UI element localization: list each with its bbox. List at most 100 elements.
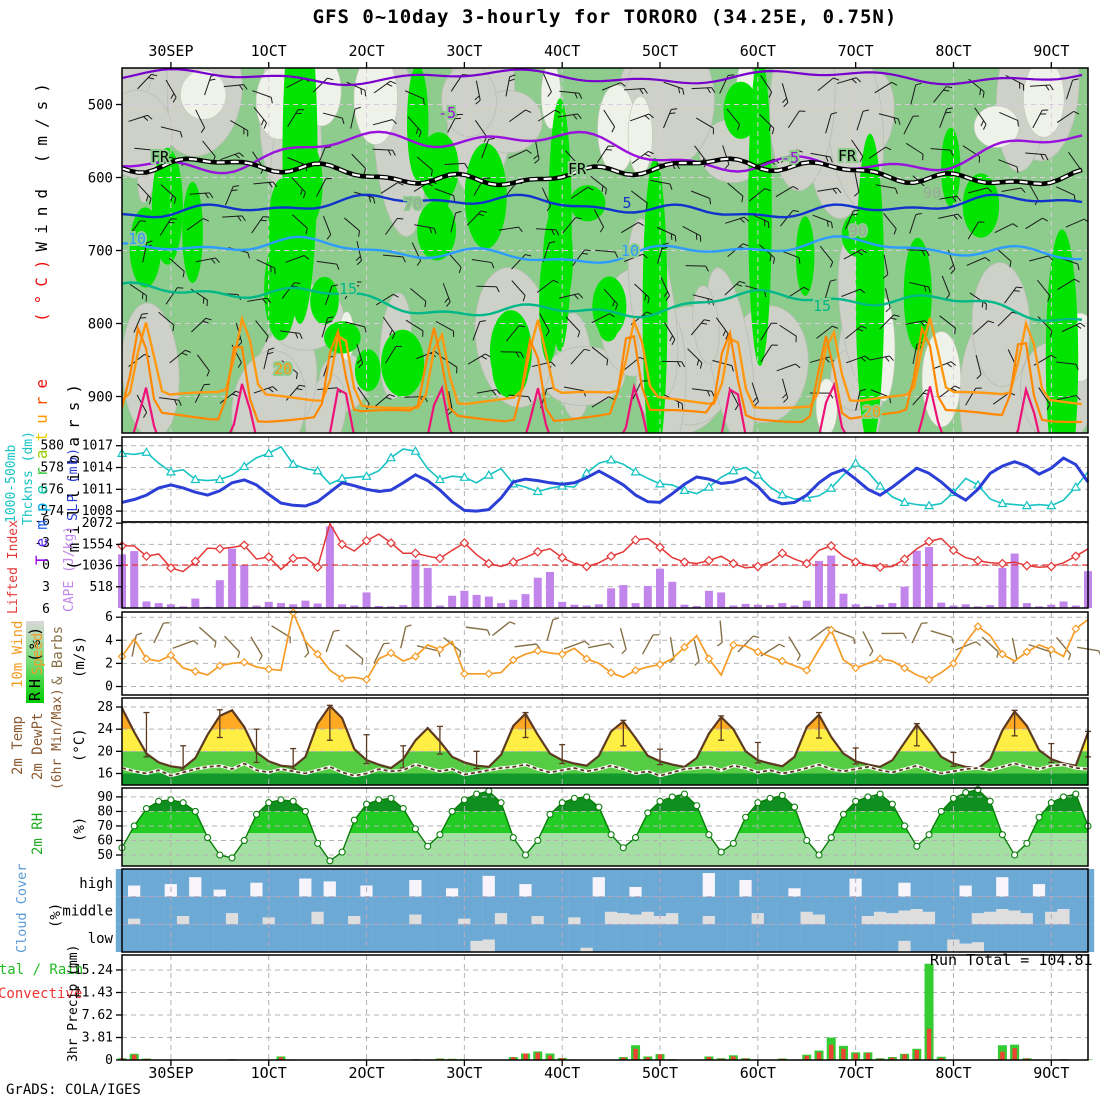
- svg-text:15: 15: [339, 280, 357, 298]
- svg-text:700: 700: [88, 244, 113, 260]
- svg-text:1OCT: 1OCT: [251, 1064, 287, 1082]
- svg-text:0: 0: [105, 1053, 113, 1068]
- rh2m-axis-label: 2m RH: [30, 812, 46, 855]
- svg-text:-5: -5: [438, 104, 456, 122]
- cape-li-panel: 2072 1554 1036 518 -6 -3 0 3 6: [34, 514, 1092, 617]
- svg-text:1OCT: 1OCT: [251, 42, 287, 60]
- upper-air-contours: [122, 68, 1083, 433]
- slp-axis-label: SLP (mb): [66, 446, 81, 521]
- svg-text:0: 0: [105, 680, 113, 695]
- svg-text:10: 10: [621, 242, 639, 260]
- svg-text:9OCT: 9OCT: [1033, 1064, 1069, 1082]
- run-total-text: Run Total = 104.81: [930, 951, 1093, 969]
- slp-thickness-panel: 1017 1014 1011 1008 580 578 576 574: [41, 436, 1090, 523]
- svg-text:4OCT: 4OCT: [544, 1064, 580, 1082]
- svg-text:3OCT: 3OCT: [446, 42, 482, 60]
- svg-text:7OCT: 7OCT: [838, 42, 874, 60]
- t2m-panel: 28 24 20 16: [97, 697, 1091, 786]
- svg-text:576: 576: [41, 482, 64, 497]
- precip-total-legend: Total / Rain: [0, 962, 84, 978]
- upper-air-frame: 500 600 700 800 900: [88, 62, 1089, 434]
- svg-text:8OCT: 8OCT: [935, 1064, 971, 1082]
- svg-text:30SEP: 30SEP: [148, 42, 193, 60]
- svg-text:20: 20: [274, 360, 292, 378]
- t2m-axis-label-1: 2m Temp: [10, 715, 26, 775]
- time-axis-labels: 30SEP 30SEP 1OCT 1OCT 2OCT 2OCT 3OCT 3OCT 4OCT 4O…: [148, 42, 1069, 1082]
- cape-axis-label: CAPE (J/kg): [62, 525, 77, 612]
- svg-text:80: 80: [97, 804, 113, 819]
- svg-text:FR: FR: [568, 160, 587, 178]
- svg-text:2OCT: 2OCT: [348, 1064, 384, 1082]
- svg-text:578: 578: [41, 461, 64, 476]
- svg-text:1017: 1017: [82, 439, 113, 454]
- svg-text:60: 60: [97, 833, 113, 848]
- svg-text:1014: 1014: [82, 461, 113, 476]
- svg-text:high: high: [79, 876, 113, 892]
- rh2m-unit-label: (%): [72, 816, 88, 842]
- wind10m-panel: 6 4 2 0: [105, 608, 1100, 696]
- grads-credit: GrADS: COLA/IGES: [6, 1082, 141, 1098]
- svg-text:1554: 1554: [82, 537, 113, 552]
- svg-text:1036: 1036: [82, 559, 113, 574]
- svg-text:16: 16: [97, 767, 113, 782]
- svg-text:6: 6: [105, 610, 113, 625]
- svg-text:15: 15: [813, 297, 831, 315]
- svg-text:90: 90: [849, 222, 867, 240]
- svg-text:6OCT: 6OCT: [740, 1064, 776, 1082]
- svg-text:6OCT: 6OCT: [740, 42, 776, 60]
- svg-text:20: 20: [863, 403, 881, 421]
- svg-text:6: 6: [42, 602, 50, 617]
- svg-text:5OCT: 5OCT: [642, 42, 678, 60]
- svg-text:0: 0: [42, 558, 50, 573]
- page-title: GFS 0~10day 3-hourly for TORORO (34.25E,…: [312, 6, 898, 28]
- upper-air-panel: [122, 68, 1088, 433]
- lifted-index-axis-label: Lifted Index: [6, 520, 21, 614]
- svg-text:500: 500: [88, 98, 113, 114]
- svg-text:4OCT: 4OCT: [544, 42, 580, 60]
- svg-text:8OCT: 8OCT: [935, 42, 971, 60]
- precip-axis-label: 3hr Precip (mm): [66, 944, 81, 1062]
- svg-text:4: 4: [105, 633, 113, 648]
- svg-text:3: 3: [42, 580, 50, 595]
- svg-text:3.81: 3.81: [82, 1030, 113, 1045]
- svg-text:5: 5: [622, 194, 631, 212]
- svg-text:24: 24: [97, 722, 113, 737]
- t2m-unit-label: (°C): [72, 728, 88, 762]
- svg-text:90: 90: [923, 184, 941, 202]
- svg-text:10: 10: [128, 230, 146, 248]
- t2m-axis-label-2: 2m DewPt: [30, 712, 46, 780]
- svg-text:-3: -3: [34, 536, 50, 551]
- svg-text:20: 20: [97, 744, 113, 759]
- cloud-unit-label: (%): [48, 902, 64, 928]
- cloud-cover-panel: high middle low: [62, 868, 1095, 953]
- svg-text:7.62: 7.62: [82, 1008, 113, 1023]
- svg-text:50: 50: [97, 848, 113, 863]
- svg-text:7OCT: 7OCT: [838, 1064, 874, 1082]
- svg-text:2: 2: [105, 656, 113, 671]
- svg-text:580: 580: [41, 439, 64, 454]
- svg-text:15.24: 15.24: [74, 963, 113, 978]
- cloud-axis-label: Cloud Cover: [14, 863, 30, 953]
- precip-panel: 15.24 11.43 7.62 3.81 0: [74, 954, 1093, 1068]
- svg-text:-5: -5: [781, 149, 799, 167]
- wind10m-unit-label: (m/s): [72, 635, 88, 678]
- wind10m-axis-label-1: 10m Wind: [10, 620, 26, 688]
- wind10m-axis-label-2: Speed: [30, 632, 46, 675]
- svg-text:900: 900: [88, 390, 113, 406]
- svg-text:30SEP: 30SEP: [148, 1064, 193, 1082]
- svg-text:low: low: [88, 931, 114, 947]
- t2m-axis-label-3: (6hr Min/Max): [50, 688, 65, 790]
- temp-unit-label: (°C): [32, 251, 51, 322]
- svg-text:1008: 1008: [82, 504, 113, 519]
- svg-text:5OCT: 5OCT: [642, 1064, 678, 1082]
- svg-text:9OCT: 9OCT: [1033, 42, 1069, 60]
- svg-text:-6: -6: [34, 514, 50, 529]
- svg-text:FR: FR: [151, 148, 170, 166]
- thickness-axis-label-2: Thcknss (dm): [21, 431, 36, 525]
- upper-air-contour-labels: -5 -5 FR FR FR 5 10 10 15 15 20 20 90 90 70: [126, 102, 943, 423]
- svg-text:2072: 2072: [82, 516, 113, 531]
- svg-text:28: 28: [97, 700, 113, 715]
